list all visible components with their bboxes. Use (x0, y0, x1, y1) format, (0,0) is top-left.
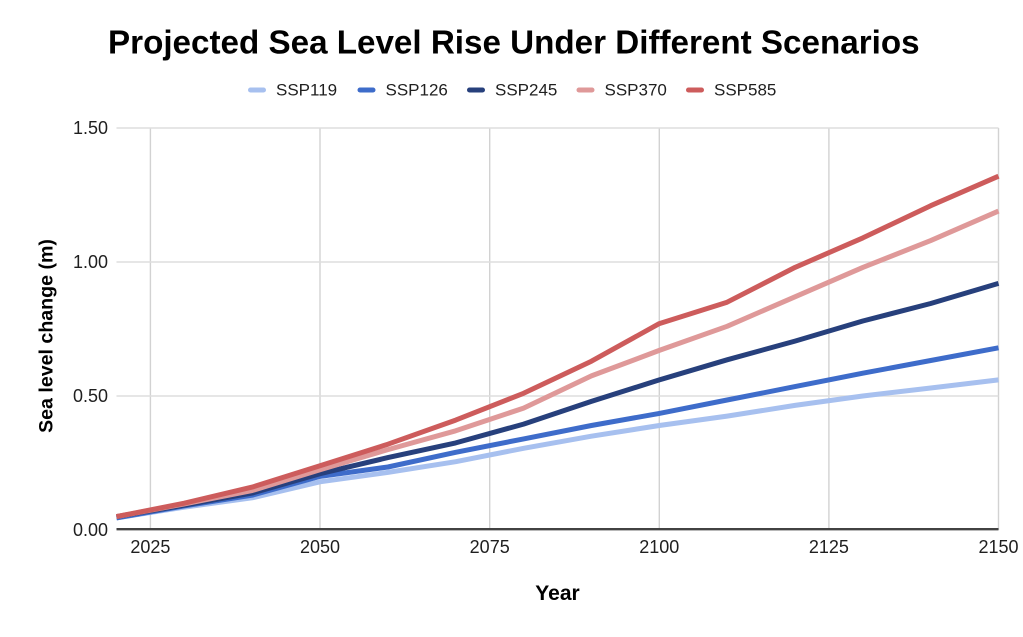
svg-text:2050: 2050 (300, 537, 340, 557)
svg-text:1.50: 1.50 (73, 118, 108, 138)
svg-text:2075: 2075 (470, 537, 510, 557)
svg-text:Year: Year (535, 582, 579, 605)
svg-text:SSP585: SSP585 (714, 81, 776, 100)
svg-text:2025: 2025 (130, 537, 170, 557)
svg-text:1.00: 1.00 (73, 252, 108, 272)
svg-text:SSP245: SSP245 (495, 81, 557, 100)
svg-text:SSP119: SSP119 (276, 81, 337, 100)
svg-text:2150: 2150 (978, 537, 1018, 557)
svg-text:Sea level change (m): Sea level change (m) (35, 239, 57, 433)
svg-text:0.50: 0.50 (73, 386, 108, 406)
svg-text:0.00: 0.00 (73, 520, 108, 540)
svg-text:SSP370: SSP370 (605, 81, 667, 100)
svg-text:Projected Sea Level Rise Under: Projected Sea Level Rise Under Different… (108, 25, 920, 62)
svg-text:SSP126: SSP126 (386, 81, 448, 100)
svg-text:2125: 2125 (809, 537, 849, 557)
svg-text:2100: 2100 (639, 537, 679, 557)
